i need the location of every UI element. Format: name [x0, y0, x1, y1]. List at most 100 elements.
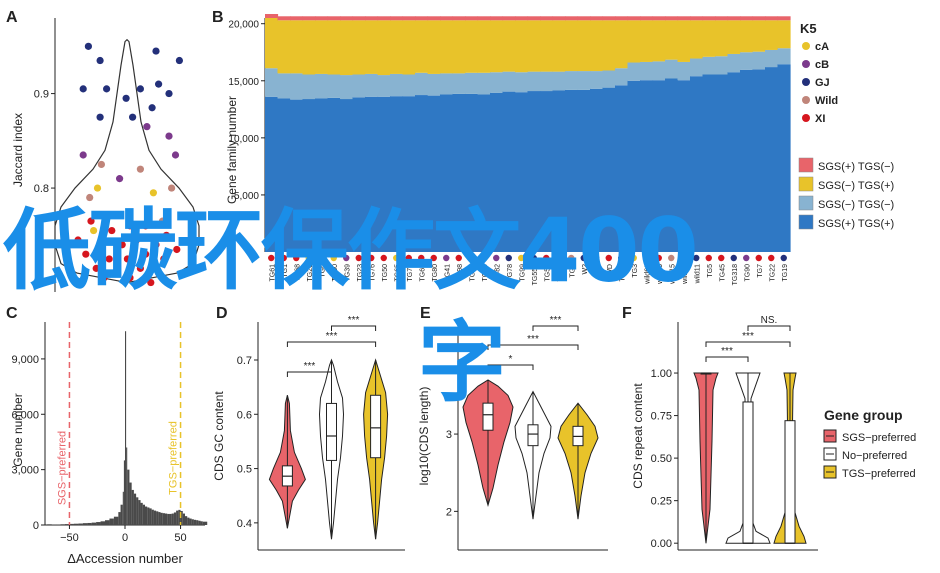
b-x-dot — [543, 254, 550, 262]
e-sig-bracket — [487, 344, 579, 350]
f-legend-label: TGS−preferred — [842, 468, 916, 480]
b-legend-swatch — [798, 214, 814, 230]
b-x-dot — [643, 254, 650, 262]
b-bar-segment — [652, 80, 666, 253]
b-bar-segment — [690, 58, 704, 77]
a-point — [86, 193, 94, 202]
d-sig-bracket — [331, 325, 377, 331]
b-bar-segment — [527, 91, 541, 253]
c-ytick-label: 9,000 — [11, 354, 39, 366]
f-sig-label: *** — [742, 331, 754, 342]
b-x-dot — [743, 254, 750, 262]
c-hist-bar — [171, 513, 174, 525]
b-x-dot — [443, 254, 450, 262]
a-point — [143, 123, 151, 131]
c-hist-bar — [123, 460, 125, 525]
b-x-label: TG30 — [332, 264, 339, 282]
b-x-dot — [518, 254, 525, 262]
b-bar-segment — [415, 95, 429, 252]
b-bar-segment — [452, 73, 466, 94]
b-x-dot — [630, 254, 637, 262]
b-legend-series: SGS(+) TGS(−) — [818, 161, 894, 173]
b-x-dot — [593, 254, 600, 262]
a-point — [148, 104, 156, 112]
b-bar-segment — [402, 16, 416, 21]
b-bar-segment — [765, 67, 779, 253]
b-bar-segment — [765, 16, 779, 21]
b-x-label: TG23 — [357, 264, 364, 282]
b-bar-segment — [615, 20, 629, 69]
b-x-label: TG22 — [769, 264, 776, 282]
b-bar-segment — [752, 69, 766, 253]
b-bar-segment — [590, 20, 604, 72]
b-bar-segment — [490, 20, 504, 73]
c-hist-bar — [191, 519, 194, 525]
f-sig-label: *** — [721, 346, 733, 357]
c-annotation: TGS−preferred — [168, 421, 180, 495]
b-x-dot — [280, 254, 287, 262]
c-hist-bar — [158, 512, 161, 525]
b-bar-segment — [602, 87, 616, 252]
c-hist-bar — [91, 522, 97, 525]
b-bar-segment — [315, 98, 329, 252]
b-legend-swatch — [798, 157, 814, 173]
b-bar-segment — [490, 92, 504, 252]
b-x-dot — [655, 254, 662, 262]
b-x-dot — [330, 254, 337, 262]
b-x-label: TG80 — [432, 264, 439, 282]
a-violin — [54, 38, 200, 284]
b-bar-segment — [265, 14, 279, 18]
b-bar-segment — [715, 16, 729, 21]
b-bar-segment — [440, 20, 454, 74]
b-bar-segment — [427, 20, 441, 74]
b-bar-segment — [590, 71, 604, 89]
f-legend-title: Gene group — [824, 407, 903, 423]
b-x-label: TG82 — [494, 264, 501, 282]
c-hist-bar — [131, 489, 134, 525]
b-bar-segment — [327, 20, 341, 75]
c-hist-bar — [105, 520, 110, 525]
e-box — [527, 424, 539, 447]
b-x-dot — [693, 254, 700, 262]
a-point — [82, 250, 90, 258]
b-x-dot — [293, 254, 300, 262]
a-point — [152, 47, 160, 55]
b-bar-segment — [440, 73, 454, 95]
b-bar-segment — [565, 89, 579, 252]
b-x-dot — [480, 254, 487, 262]
d-sig-label: *** — [326, 331, 338, 342]
b-x-label: TG61 — [269, 264, 276, 282]
a-point — [158, 217, 167, 225]
b-bar-segment — [352, 74, 366, 98]
a-point — [160, 255, 168, 263]
f-ytick-label: 0.25 — [651, 496, 672, 508]
b-x-label: TG318 — [732, 264, 739, 286]
b-x-label: TG20 — [307, 264, 314, 282]
b-bar-segment — [540, 71, 554, 92]
b-ytick-label: 10,000 — [228, 134, 259, 145]
b-x-label: TG90 — [744, 264, 751, 282]
b-x-label: TG9 — [594, 264, 601, 278]
b-x-label: TG39 — [344, 264, 351, 282]
b-x-label: WD — [607, 264, 614, 276]
b-bar-segment — [377, 96, 391, 252]
panel-label-C: C — [6, 305, 18, 322]
b-bar-segment — [515, 16, 529, 21]
b-x-label: TG550 — [532, 264, 539, 286]
b-x-label: TG81 — [557, 264, 564, 282]
c-hist-bar — [109, 518, 114, 525]
b-bar-segment — [390, 96, 404, 252]
b-ytick-label: 5,000 — [234, 191, 259, 202]
b-x-label: TG75 — [407, 264, 414, 282]
c-hist-bar — [120, 504, 123, 525]
b-bar-segment — [627, 16, 641, 21]
f-ytick-label: 0.50 — [651, 453, 672, 465]
b-bar-segment — [690, 16, 704, 21]
b-x-label: TG45 — [719, 264, 726, 282]
b-bar-segment — [665, 78, 679, 252]
b-bar-segment — [452, 16, 466, 21]
b-bar-segment — [752, 16, 766, 21]
a-point — [118, 241, 126, 249]
c-hist-bar — [129, 482, 132, 525]
b-x-label: W2 — [582, 264, 589, 275]
